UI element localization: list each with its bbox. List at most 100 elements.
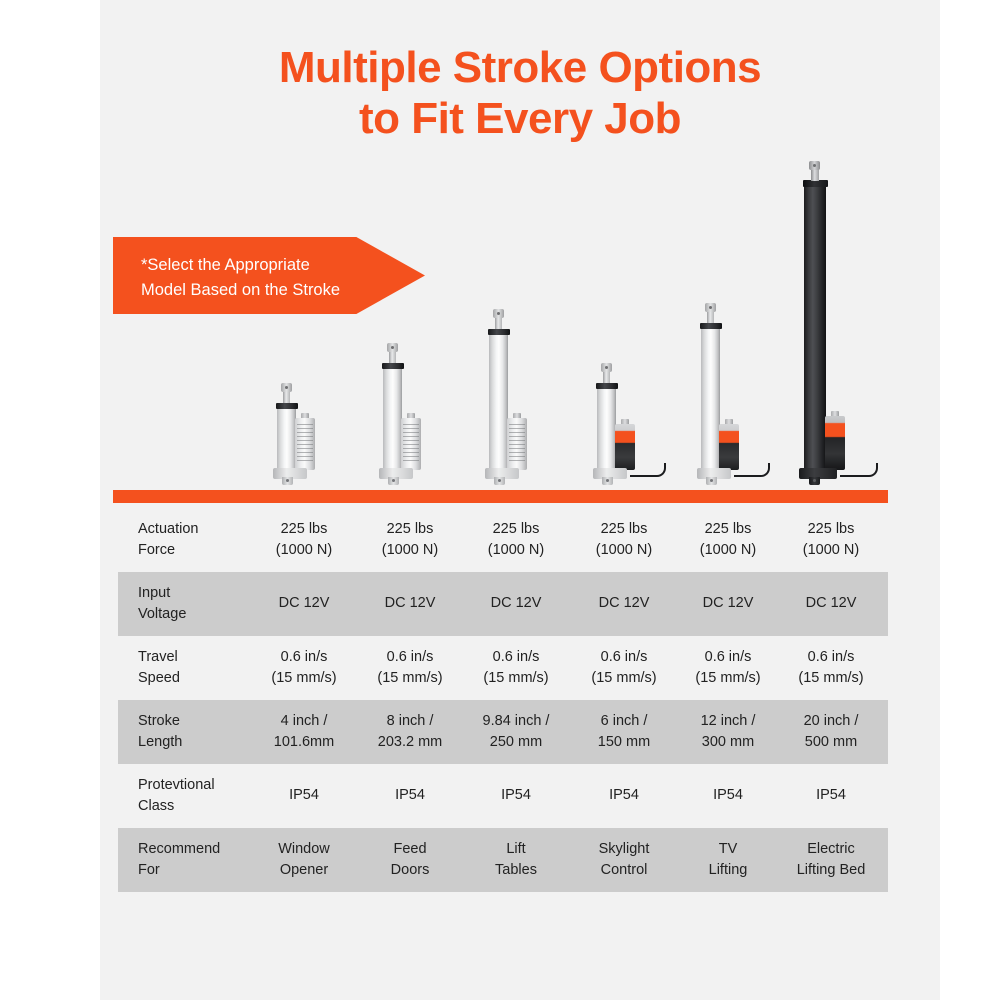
cell-line-2: (1000 N)	[802, 542, 860, 558]
callout-text: *Select the Appropriate Model Based on t…	[141, 253, 391, 303]
table-cell: 225 lbs (1000 N)	[446, 508, 586, 572]
table-row: Travel Speed 0.6 in/s (15 mm/s) 0.6 in/s (15 …	[118, 636, 888, 700]
power-cable	[630, 463, 666, 477]
cell-line-1: 225 lbs	[704, 520, 752, 537]
actuator-base-bracket	[273, 468, 307, 479]
cell-line-1: 0.6 in/s	[600, 648, 648, 665]
row-header-line-2: Force	[138, 542, 176, 558]
table-row: Stroke Length 4 inch / 101.6mm 8 inch / 203.2…	[118, 700, 888, 764]
table-cell: 225 lbs (1000 N)	[340, 508, 480, 572]
table-cell: IP54	[446, 764, 586, 828]
cell-line-2: 300 mm	[701, 734, 755, 750]
row-header-line-1: Travel	[138, 648, 178, 665]
table-row: Input Voltage DC 12V DC 12V DC 12V DC 12V DC 1…	[118, 572, 888, 636]
row-header-label: Stroke Length	[138, 700, 182, 764]
motor-cap	[621, 419, 629, 424]
actuator-tube	[489, 329, 508, 471]
actuator-motor-housing	[719, 419, 739, 470]
table-cell: Feed Doors	[340, 828, 480, 892]
cell-line-2: Tables	[495, 862, 537, 878]
table-cell: 0.6 in/s (15 mm/s)	[554, 636, 694, 700]
actuator-tube	[277, 403, 296, 471]
cell-line-2: (15 mm/s)	[591, 670, 657, 686]
cell-line-2: Opener	[279, 862, 329, 878]
cell-line-1: TV	[718, 840, 738, 857]
cell-line-1: DC 12V	[598, 595, 650, 612]
table-cell: 6 inch / 150 mm	[554, 700, 694, 764]
actuator-collar	[595, 383, 618, 389]
actuator-tube	[383, 363, 402, 471]
actuator-mounting-foot	[282, 477, 293, 485]
actuator-collar	[487, 329, 510, 335]
row-header-label: Recommend For	[138, 828, 220, 892]
cell-line-1: Skylight	[598, 840, 650, 857]
cell-line-1: 225 lbs	[492, 520, 540, 537]
actuator-rod	[495, 317, 502, 329]
actuator-collar	[802, 180, 828, 187]
cell-line-1: DC 12V	[278, 595, 330, 612]
table-cell: 225 lbs (1000 N)	[234, 508, 374, 572]
table-cell: IP54	[761, 764, 901, 828]
motor-cap	[407, 413, 415, 418]
table-cell: 8 inch / 203.2 mm	[340, 700, 480, 764]
table-cell: DC 12V	[761, 572, 901, 636]
cell-line-2: Lifting	[708, 862, 748, 878]
actuator-tube	[701, 323, 720, 471]
cell-line-1: DC 12V	[490, 595, 542, 612]
cell-line-2: (1000 N)	[595, 542, 653, 558]
cell-line-2: (1000 N)	[381, 542, 439, 558]
cell-line-2: (15 mm/s)	[483, 670, 549, 686]
cell-line-2: (1000 N)	[275, 542, 333, 558]
table-cell: 225 lbs (1000 N)	[554, 508, 694, 572]
page-title-line-1: Multiple Stroke Options	[278, 43, 762, 92]
page-title: Multiple Stroke Options to Fit Every Job	[100, 42, 940, 144]
motor-cap	[513, 413, 521, 418]
table-cell: DC 12V	[234, 572, 374, 636]
table-cell: 4 inch / 101.6mm	[234, 700, 374, 764]
actuator-clevis	[387, 343, 398, 352]
actuator-base-bracket	[799, 468, 837, 479]
actuator-clevis	[601, 363, 612, 372]
actuator-base-bracket	[593, 468, 627, 479]
cell-line-1: 0.6 in/s	[704, 648, 752, 665]
actuator-collar	[275, 403, 298, 409]
row-header-line-2: For	[138, 862, 160, 878]
page-title-line-2: to Fit Every Job	[358, 94, 682, 144]
callout-arrow-banner: *Select the Appropriate Model Based on t…	[113, 237, 425, 314]
cell-line-2: Doors	[390, 862, 430, 878]
cell-line-1: DC 12V	[702, 595, 754, 612]
cell-line-1: 8 inch /	[386, 712, 434, 729]
actuator-rod	[389, 351, 396, 363]
actuator-motor-housing	[401, 413, 421, 470]
actuator-collar	[699, 323, 722, 329]
actuator-motor-housing	[615, 419, 635, 470]
actuator-base-bracket	[697, 468, 731, 479]
actuator-rod	[283, 391, 290, 403]
row-header-line-1: Stroke	[138, 712, 180, 729]
cell-line-1: DC 12V	[384, 595, 436, 612]
table-cell: DC 12V	[554, 572, 694, 636]
cell-line-1: Electric	[807, 840, 855, 857]
callout-line-2: Model Based on the Stroke	[141, 280, 341, 299]
cell-line-2: (15 mm/s)	[798, 670, 864, 686]
cell-line-2: 101.6mm	[273, 734, 335, 750]
motor-cap	[301, 413, 309, 418]
table-cell: IP54	[340, 764, 480, 828]
cell-line-1: Feed	[393, 840, 427, 857]
table-cell: TV Lifting	[658, 828, 798, 892]
table-row: Recommend For Window Opener Feed Doors Lift Tab…	[118, 828, 888, 892]
row-header-line-2: Speed	[138, 670, 180, 686]
table-cell: DC 12V	[658, 572, 798, 636]
actuator-rod	[707, 311, 714, 323]
actuator-motor-housing	[825, 411, 845, 470]
actuator-mounting-foot	[602, 477, 613, 485]
cell-line-1: 4 inch /	[280, 712, 328, 729]
cell-line-2: 150 mm	[597, 734, 651, 750]
cell-line-2: (1000 N)	[699, 542, 757, 558]
cell-line-1: 6 inch /	[600, 712, 648, 729]
table-cell: Window Opener	[234, 828, 374, 892]
cell-line-2: Lifting Bed	[796, 862, 866, 878]
actuator-tube	[804, 181, 826, 471]
cell-line-2: (15 mm/s)	[271, 670, 337, 686]
cell-line-2: (15 mm/s)	[695, 670, 761, 686]
